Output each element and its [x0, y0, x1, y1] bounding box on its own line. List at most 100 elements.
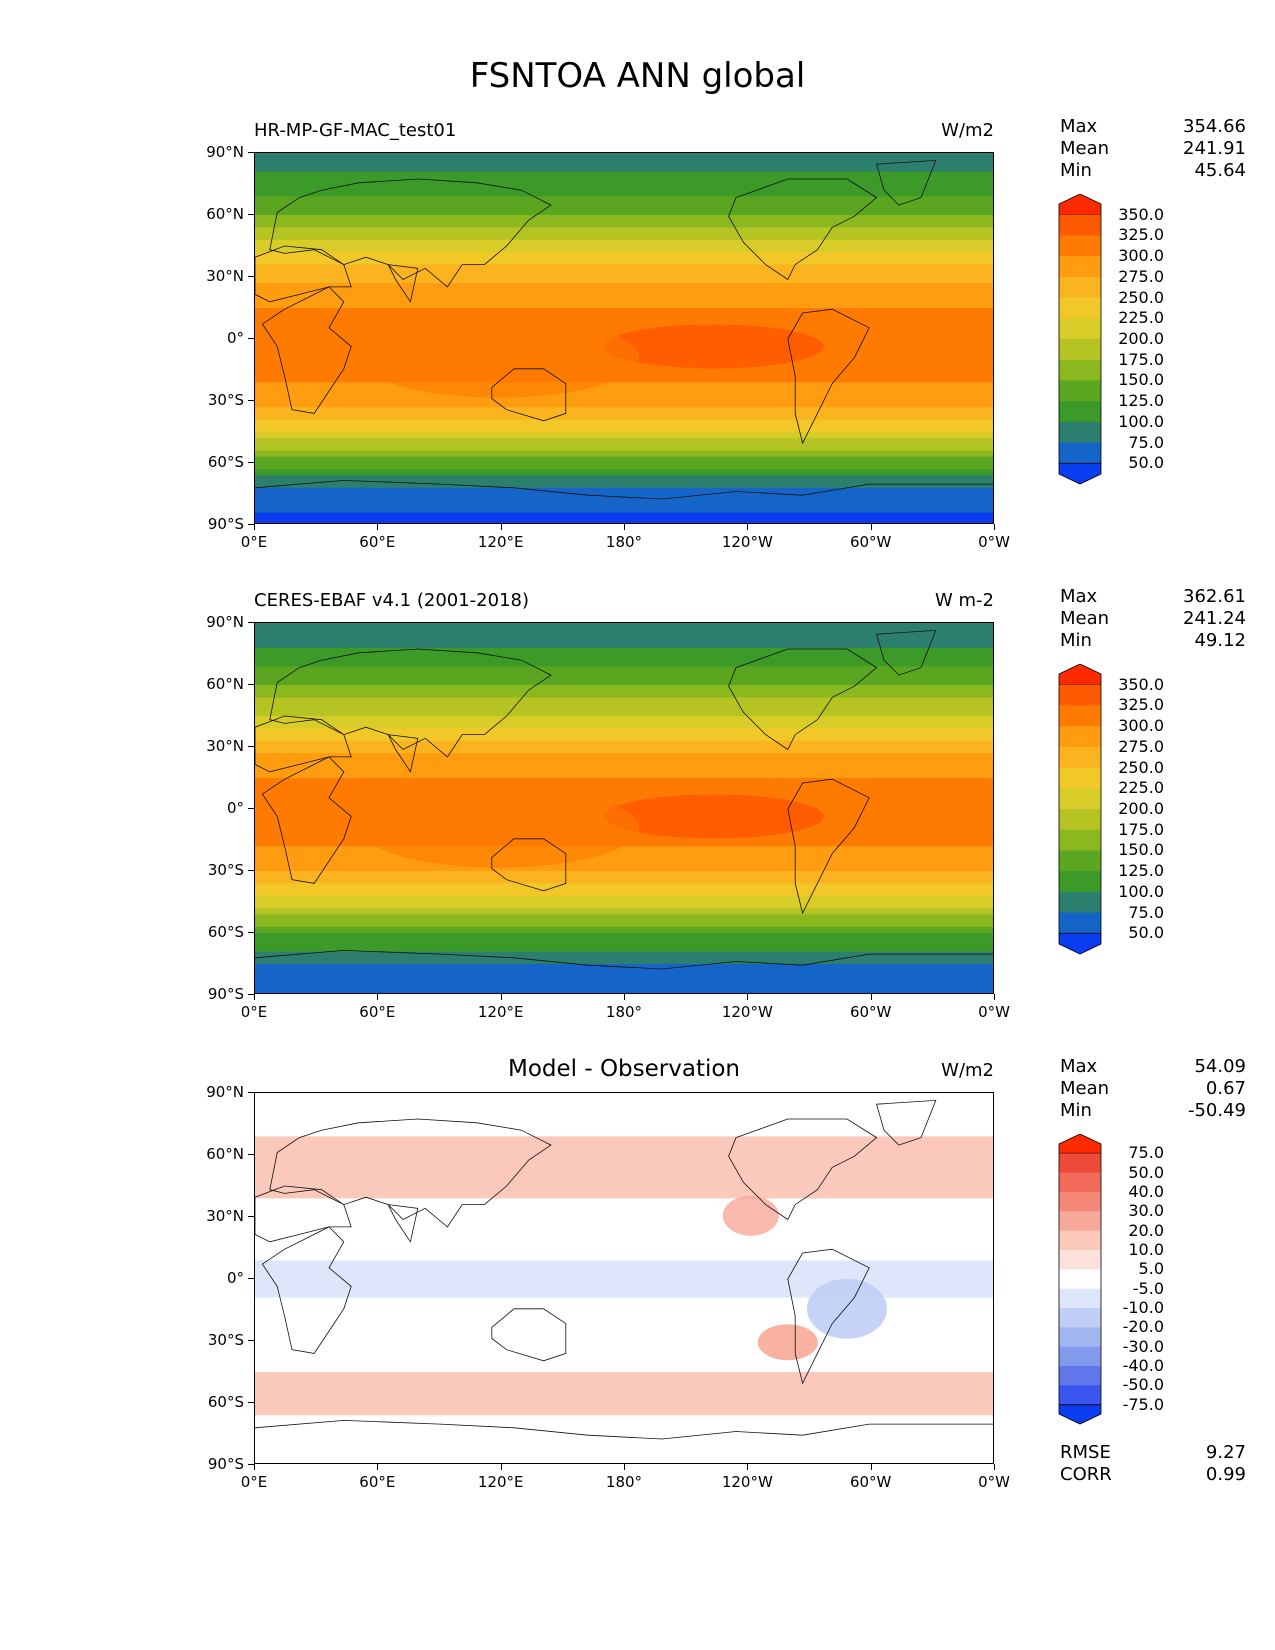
panel-2-band-30: [255, 1279, 993, 1286]
panel-2-band-24: [255, 1241, 993, 1249]
panel-0-band-16: [255, 252, 993, 259]
panel-2-band-5: [255, 1124, 993, 1131]
panel-2-band-47: [255, 1384, 993, 1392]
panel-1-colorbar-label: 275.0: [1118, 736, 1164, 756]
panel-1-lat-tick: 30°N: [206, 737, 244, 755]
panel-0-band-9: [255, 208, 993, 216]
panel-0-colorbar-seg-11: [1059, 421, 1101, 444]
panel-0-band-6: [255, 190, 993, 197]
panel-1-lat-tick: 60°S: [207, 923, 244, 941]
panel-2-lon-tickmark: [747, 1464, 749, 1470]
panel-1-coastline-2: [269, 648, 552, 758]
panel-1-colorbar-label: 350.0: [1118, 674, 1164, 694]
panel-0-band-49: [255, 456, 993, 464]
panel-2-band-19: [255, 1210, 993, 1218]
panel-0-coastline-1: [255, 245, 352, 303]
panel-2-coastline-0: [261, 1226, 352, 1354]
panel-2-colorbar-seg-4: [1059, 1211, 1101, 1232]
panel-0-lon-tick: 180°: [605, 533, 643, 551]
panel-2-band-58: [255, 1452, 993, 1460]
panel-2-band-22: [255, 1229, 993, 1237]
panel-2-band-43: [255, 1359, 993, 1367]
panel-1-lat-tick: 0°: [226, 799, 244, 817]
panel-0-band-22: [255, 289, 993, 297]
panel-1-band-25: [255, 778, 993, 785]
panel-2-coastline-6: [787, 1248, 870, 1385]
panel-0-lon-tick: 120°E: [477, 533, 524, 551]
panel-1-colorbar-label: 225.0: [1118, 778, 1164, 798]
panel-1-stat-min-value: 49.12: [1194, 630, 1246, 651]
panel-2-colorbar-seg-6: [1059, 1250, 1101, 1270]
panel-1-lat-tickmark: [248, 932, 254, 933]
panel-1-band-22: [255, 759, 993, 767]
panel-1-stat-min-label: Min: [1060, 630, 1092, 651]
panel-2-units: W/m2: [941, 1060, 994, 1081]
panel-0-colorbar-seg-6: [1059, 318, 1101, 340]
panel-2-corr-label: CORR: [1060, 1464, 1112, 1485]
panel-1-lat-tickmark: [248, 870, 254, 871]
panel-1-band-42: [255, 883, 993, 891]
panel-2-band-53: [255, 1421, 993, 1429]
panel-0-lon-tickmark: [254, 524, 255, 530]
panel-1-colorbar-extend-high: [1058, 663, 1102, 686]
panel-2-lat-tick: 60°N: [206, 1145, 244, 1163]
panel-1-map: [254, 622, 994, 994]
panel-0-units: W/m2: [941, 120, 994, 141]
panel-0-lon-tick: 60°W: [849, 533, 892, 551]
panel-1-band-14: [255, 709, 993, 717]
panel-0-band-48: [255, 450, 993, 458]
panel-0-colorbar-label: 350.0: [1118, 204, 1164, 224]
panel-1-coastline-1: [255, 715, 352, 773]
figure-title: FSNTOA ANN global: [469, 56, 806, 96]
panel-2-lat-tick: 90°N: [206, 1083, 244, 1101]
panel-0-band-12: [255, 227, 993, 235]
panel-0-colorbar-label: 250.0: [1118, 287, 1164, 307]
panel-2-lon-tick: 120°E: [477, 1473, 524, 1491]
panel-0-lon-tickmark: [994, 524, 995, 530]
panel-0-band-59: [255, 518, 993, 523]
panel-2-lon-tickmark: [377, 1464, 379, 1470]
panel-0-lon-tickmark: [377, 524, 379, 530]
panel-1-band-50: [255, 933, 993, 940]
panel-2-rmse-label: RMSE: [1060, 1442, 1111, 1463]
panel-2-rmse-value: 9.27: [1205, 1442, 1246, 1463]
panel-2-colorbar-seg-9: [1059, 1308, 1101, 1328]
panel-1-band-59: [255, 988, 993, 993]
panel-0-band-42: [255, 413, 993, 421]
panel-2-band-4: [255, 1117, 993, 1125]
panel-0-lat-tick: 30°S: [207, 391, 244, 409]
panel-0-band-21: [255, 283, 993, 290]
panel-2-band-36: [255, 1316, 993, 1323]
panel-1-band-44: [255, 895, 993, 903]
panel-1-lon-tick: 0°W: [978, 1003, 1010, 1021]
panel-2-band-9: [255, 1148, 993, 1156]
panel-1-band-13: [255, 703, 993, 711]
panel-2-lon-tickmark: [500, 1464, 502, 1470]
panel-0-band-15: [255, 246, 993, 253]
panel-1-lat-tickmark: [248, 622, 254, 623]
panel-2-lat-tick: 90°S: [207, 1455, 244, 1473]
panel-1-band-38: [255, 858, 993, 866]
panel-2-lat-tick: 60°S: [207, 1393, 244, 1411]
panel-0-coastline-4: [491, 368, 567, 422]
panel-1-units: W m-2: [934, 590, 994, 611]
panel-1-band-17: [255, 728, 993, 736]
panel-0-colorbar-seg-5: [1059, 297, 1101, 319]
panel-2-amazon-neg: [807, 1278, 887, 1339]
panel-2-colorbar-label: 5.0: [1138, 1259, 1164, 1279]
panel-1-colorbar: [1058, 663, 1102, 960]
panel-2-band-39: [255, 1334, 993, 1342]
panel-2-band-48: [255, 1390, 993, 1398]
panel-0-band-40: [255, 401, 993, 408]
panel-1-stat-mean-label: Mean: [1060, 608, 1110, 629]
panel-0-coastline-8: [255, 479, 993, 500]
panel-0-colorbar-label: 50.0: [1128, 453, 1164, 473]
panel-2-band-32: [255, 1291, 993, 1299]
panel-0-band-56: [255, 500, 993, 507]
panel-0-colorbar-extend-high: [1058, 193, 1102, 216]
panel-2-lat-tickmark: [248, 1154, 254, 1155]
panel-2-stat-max-label: Max: [1060, 1056, 1098, 1077]
panel-2-lon-tick: 120°W: [721, 1473, 773, 1491]
panel-1-band-49: [255, 926, 993, 934]
panel-2-band-11: [255, 1161, 993, 1168]
